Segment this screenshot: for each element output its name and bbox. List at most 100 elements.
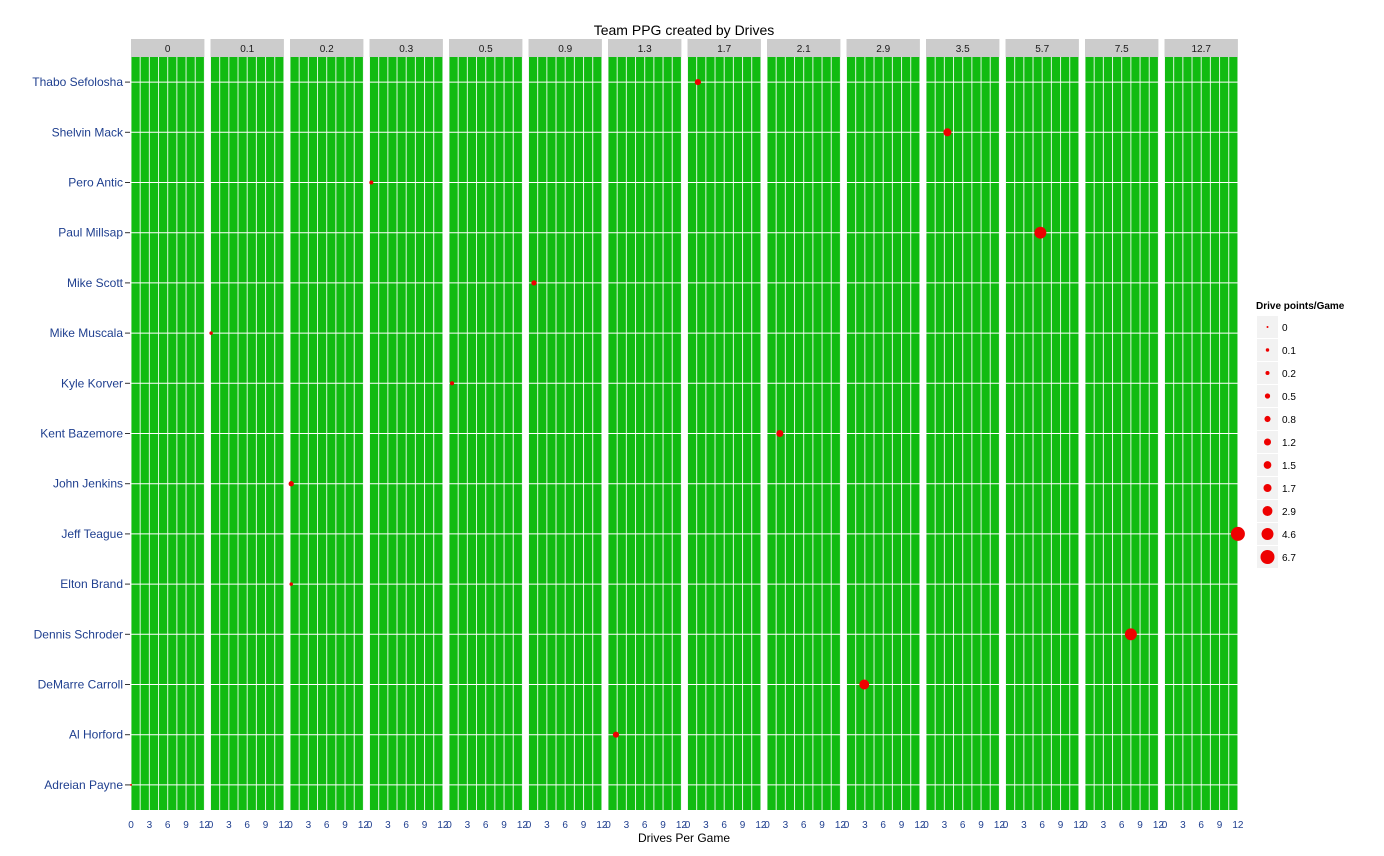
legend-label: 1.7 <box>1282 484 1296 495</box>
facet-strip-label: 12.7 <box>1191 44 1211 55</box>
data-point <box>694 79 701 86</box>
facet-strip <box>449 39 523 57</box>
x-tick-label: 6 <box>1039 820 1045 831</box>
y-tick-label: Kent Bazemore <box>40 427 123 441</box>
x-tick-label: 3 <box>1101 820 1107 831</box>
legend-key-point <box>1264 393 1271 399</box>
y-tick-label: Mike Scott <box>67 276 124 290</box>
y-tick-label: Paul Millsap <box>58 226 123 240</box>
facet-strip <box>687 39 761 57</box>
data-point <box>289 582 293 586</box>
x-tick-label: 3 <box>942 820 948 831</box>
y-tick-label: Elton Brand <box>60 577 123 591</box>
x-tick-label: 12 <box>835 820 847 831</box>
legend-key-point <box>1264 415 1271 423</box>
y-tick-label: John Jenkins <box>53 477 123 491</box>
x-tick-label: 6 <box>244 820 250 831</box>
facet-strip <box>1005 39 1079 57</box>
x-tick-label: 3 <box>306 820 312 831</box>
data-point <box>943 128 952 137</box>
facet-strip-label: 0.9 <box>558 44 572 55</box>
y-tick-label: Jeff Teague <box>61 527 123 541</box>
x-tick-label: 3 <box>1180 820 1186 831</box>
x-tick-label: 0 <box>367 820 373 831</box>
x-tick-label: 0 <box>287 820 293 831</box>
x-tick-label: 9 <box>978 820 984 831</box>
x-tick-label: 6 <box>880 820 886 831</box>
x-tick-label: 6 <box>1198 820 1204 831</box>
x-tick-label: 3 <box>624 820 630 831</box>
x-tick-label: 0 <box>446 820 452 831</box>
legend-key-point <box>1265 348 1270 352</box>
x-tick-label: 9 <box>501 820 507 831</box>
legend-label: 2.9 <box>1282 507 1296 518</box>
x-tick-label: 6 <box>642 820 648 831</box>
facet-strip-label: 0.2 <box>320 44 334 55</box>
facet-strip <box>290 39 364 57</box>
data-point <box>369 180 374 185</box>
x-tick-label: 12 <box>278 820 290 831</box>
x-axis-title: Drives Per Game <box>638 831 730 845</box>
facet-strip <box>608 39 682 57</box>
data-point <box>776 429 784 438</box>
x-tick-label: 9 <box>1137 820 1143 831</box>
facet-panel: 0.1 0 3 6 9 12 <box>208 39 290 831</box>
facet-panel: 3.5 0 3 6 9 12 <box>923 39 1005 831</box>
facet-strip-label: 0.1 <box>240 44 254 55</box>
data-point <box>209 331 213 335</box>
data-point <box>612 731 620 738</box>
facet-strip <box>846 39 920 57</box>
facet-panel: 2.1 0 3 6 9 12 <box>764 39 846 831</box>
y-tick-label: Thabo Sefolosha <box>32 75 123 89</box>
legend-key-point <box>1260 550 1275 564</box>
x-tick-label: 3 <box>862 820 868 831</box>
x-tick-label: 3 <box>783 820 789 831</box>
chart-title: Team PPG created by Drives <box>594 22 775 38</box>
x-tick-label: 3 <box>465 820 471 831</box>
x-tick-label: 0 <box>128 820 134 831</box>
legend-title: Drive points/Game <box>1256 301 1345 312</box>
y-tick-label: Dennis Schroder <box>34 627 123 641</box>
x-tick-label: 12 <box>914 820 926 831</box>
legend-key-point <box>1265 370 1270 376</box>
facet-panel: 0.3 0 3 6 9 12 <box>367 39 449 831</box>
x-tick-label: 0 <box>1082 820 1088 831</box>
facet-panel: 1.3 0 3 6 9 12 <box>605 39 687 831</box>
legend-key-point <box>1263 461 1272 469</box>
x-tick-label: 12 <box>358 820 370 831</box>
facet-panel: 2.9 0 3 6 9 12 <box>844 39 926 831</box>
x-tick-label: 12 <box>1232 820 1244 831</box>
data-point <box>130 783 132 786</box>
facet-panel: 0.5 0 3 6 9 12 <box>446 39 528 831</box>
facet-strip <box>926 39 1000 57</box>
legend-key-point <box>1261 528 1274 540</box>
facet-strip <box>369 39 443 57</box>
x-tick-label: 6 <box>562 820 568 831</box>
x-tick-label: 9 <box>899 820 905 831</box>
legend-label: 1.2 <box>1282 438 1296 449</box>
x-tick-label: 0 <box>1003 820 1009 831</box>
x-tick-label: 12 <box>676 820 688 831</box>
y-tick-label: Pero Antic <box>68 176 123 190</box>
x-tick-label: 6 <box>721 820 727 831</box>
x-tick-label: 9 <box>183 820 189 831</box>
facet-strip-label: 7.5 <box>1115 44 1129 55</box>
facet-panel: 0.9 0 3 6 9 12 <box>526 39 608 831</box>
legend-label: 0 <box>1282 323 1288 334</box>
x-tick-label: 12 <box>437 820 449 831</box>
facet-strip <box>210 39 284 57</box>
facet-strip-label: 0.3 <box>399 44 413 55</box>
x-tick-label: 0 <box>208 820 214 831</box>
data-point <box>859 679 870 690</box>
data-point <box>450 381 455 386</box>
x-tick-label: 9 <box>581 820 587 831</box>
y-tick-label: Al Horford <box>69 728 123 742</box>
x-tick-label: 3 <box>226 820 232 831</box>
facet-strip <box>1085 39 1159 57</box>
x-tick-label: 3 <box>1021 820 1027 831</box>
x-tick-label: 3 <box>703 820 709 831</box>
legend-key-point <box>1263 483 1272 493</box>
x-tick-label: 9 <box>422 820 428 831</box>
legend-key-point <box>1263 438 1272 446</box>
facet-panel: 7.5 0 3 6 9 12 <box>1082 39 1164 831</box>
